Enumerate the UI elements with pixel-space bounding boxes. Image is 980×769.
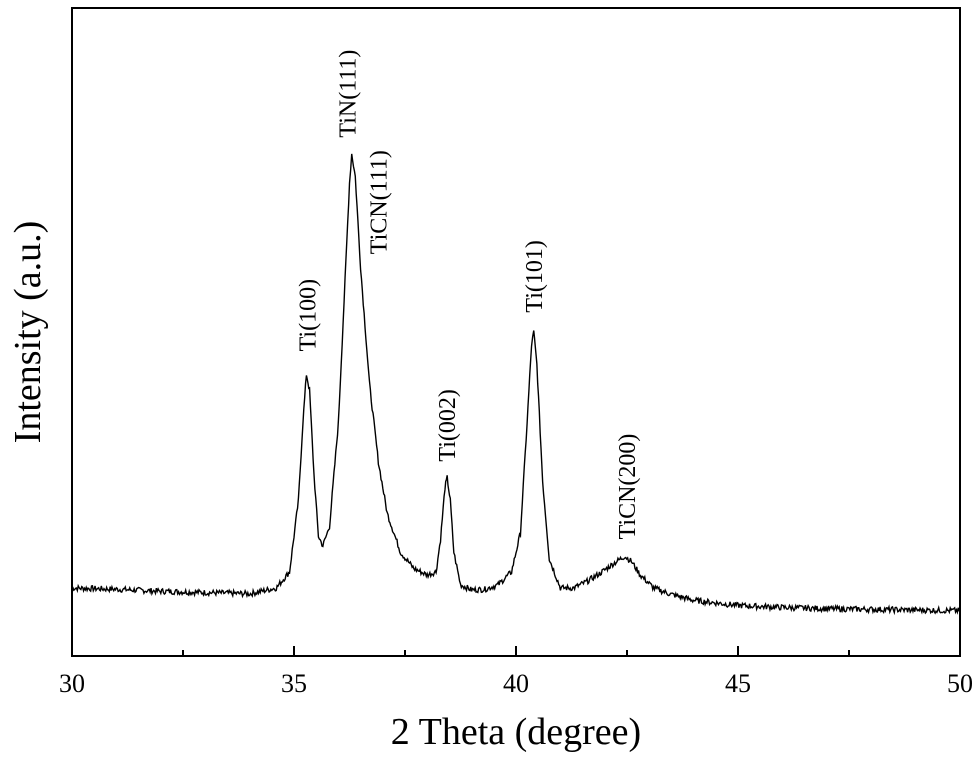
plot-frame <box>71 7 961 657</box>
y-axis-title: Intensity (a.u.) <box>7 221 49 444</box>
peak-label: TiCN(111) <box>366 150 392 254</box>
peak-label: TiCN(200) <box>615 434 641 540</box>
x-ticks: 30 35 40 45 50 <box>59 646 973 698</box>
peak-label: Ti(101) <box>522 240 548 312</box>
x-tick-label: 35 <box>281 669 307 698</box>
xrd-pattern-line <box>71 153 961 616</box>
x-tick-label: 30 <box>59 669 85 698</box>
peak-label: Ti(002) <box>435 389 461 461</box>
x-tick-label: 45 <box>725 669 751 698</box>
peak-label: Ti(100) <box>295 279 321 351</box>
peak-label: TiN(111) <box>335 50 361 138</box>
x-tick-label: 40 <box>503 669 529 698</box>
x-axis-title: 2 Theta (degree) <box>391 711 641 753</box>
x-tick-label: 50 <box>947 669 973 698</box>
series-layer <box>71 153 961 616</box>
peak-annotations: Ti(100) TiN(111)TiCN(111) Ti(002) Ti(101) Ti… <box>295 50 641 540</box>
